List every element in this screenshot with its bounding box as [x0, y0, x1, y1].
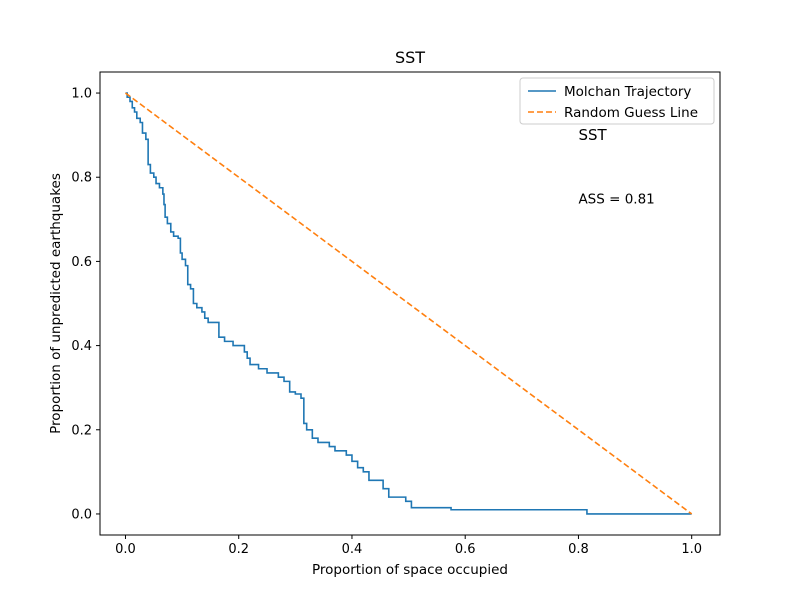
x-tick-label: 0.0 — [115, 542, 136, 557]
annotation-model-name: SST — [578, 126, 607, 144]
y-tick-label: 0.8 — [71, 171, 92, 186]
series-line-random-guess-line — [125, 92, 693, 515]
x-tick-label: 0.2 — [228, 542, 249, 557]
series-layer — [125, 92, 693, 515]
y-tick-label: 0.6 — [71, 255, 92, 270]
x-axis-ticks: 0.0 0.2 0.4 0.6 0.8 1.0 — [115, 535, 702, 557]
y-tick-label: 0.4 — [71, 339, 92, 354]
legend: Molchan Trajectory Random Guess Line — [519, 77, 715, 125]
plot-area — [99, 71, 721, 536]
y-axis-label: Proportion of unpredicted earthquakes — [48, 173, 64, 434]
annotation-ass-score: ASS = 0.81 — [578, 191, 654, 207]
series-line-molchan-trajectory — [125, 92, 692, 515]
x-tick-label: 1.0 — [681, 542, 702, 557]
y-tick-label: 1.0 — [71, 87, 92, 102]
y-tick-label: 0.0 — [71, 507, 92, 522]
x-tick-label: 0.8 — [568, 542, 589, 557]
y-axis-ticks: 0.0 0.2 0.4 0.6 0.8 1.0 — [71, 87, 100, 522]
legend-box — [519, 77, 715, 125]
x-axis-label: Proportion of space occupied — [312, 562, 508, 578]
chart-title: SST — [395, 48, 425, 67]
annotations: SST ASS = 0.81 — [578, 126, 654, 207]
legend-label-random-guess: Random Guess Line — [564, 105, 698, 121]
plot-frame — [99, 71, 721, 536]
x-tick-label: 0.4 — [342, 542, 363, 557]
x-tick-label: 0.6 — [455, 542, 476, 557]
legend-label-molchan: Molchan Trajectory — [564, 84, 691, 100]
y-tick-label: 0.2 — [71, 423, 92, 438]
